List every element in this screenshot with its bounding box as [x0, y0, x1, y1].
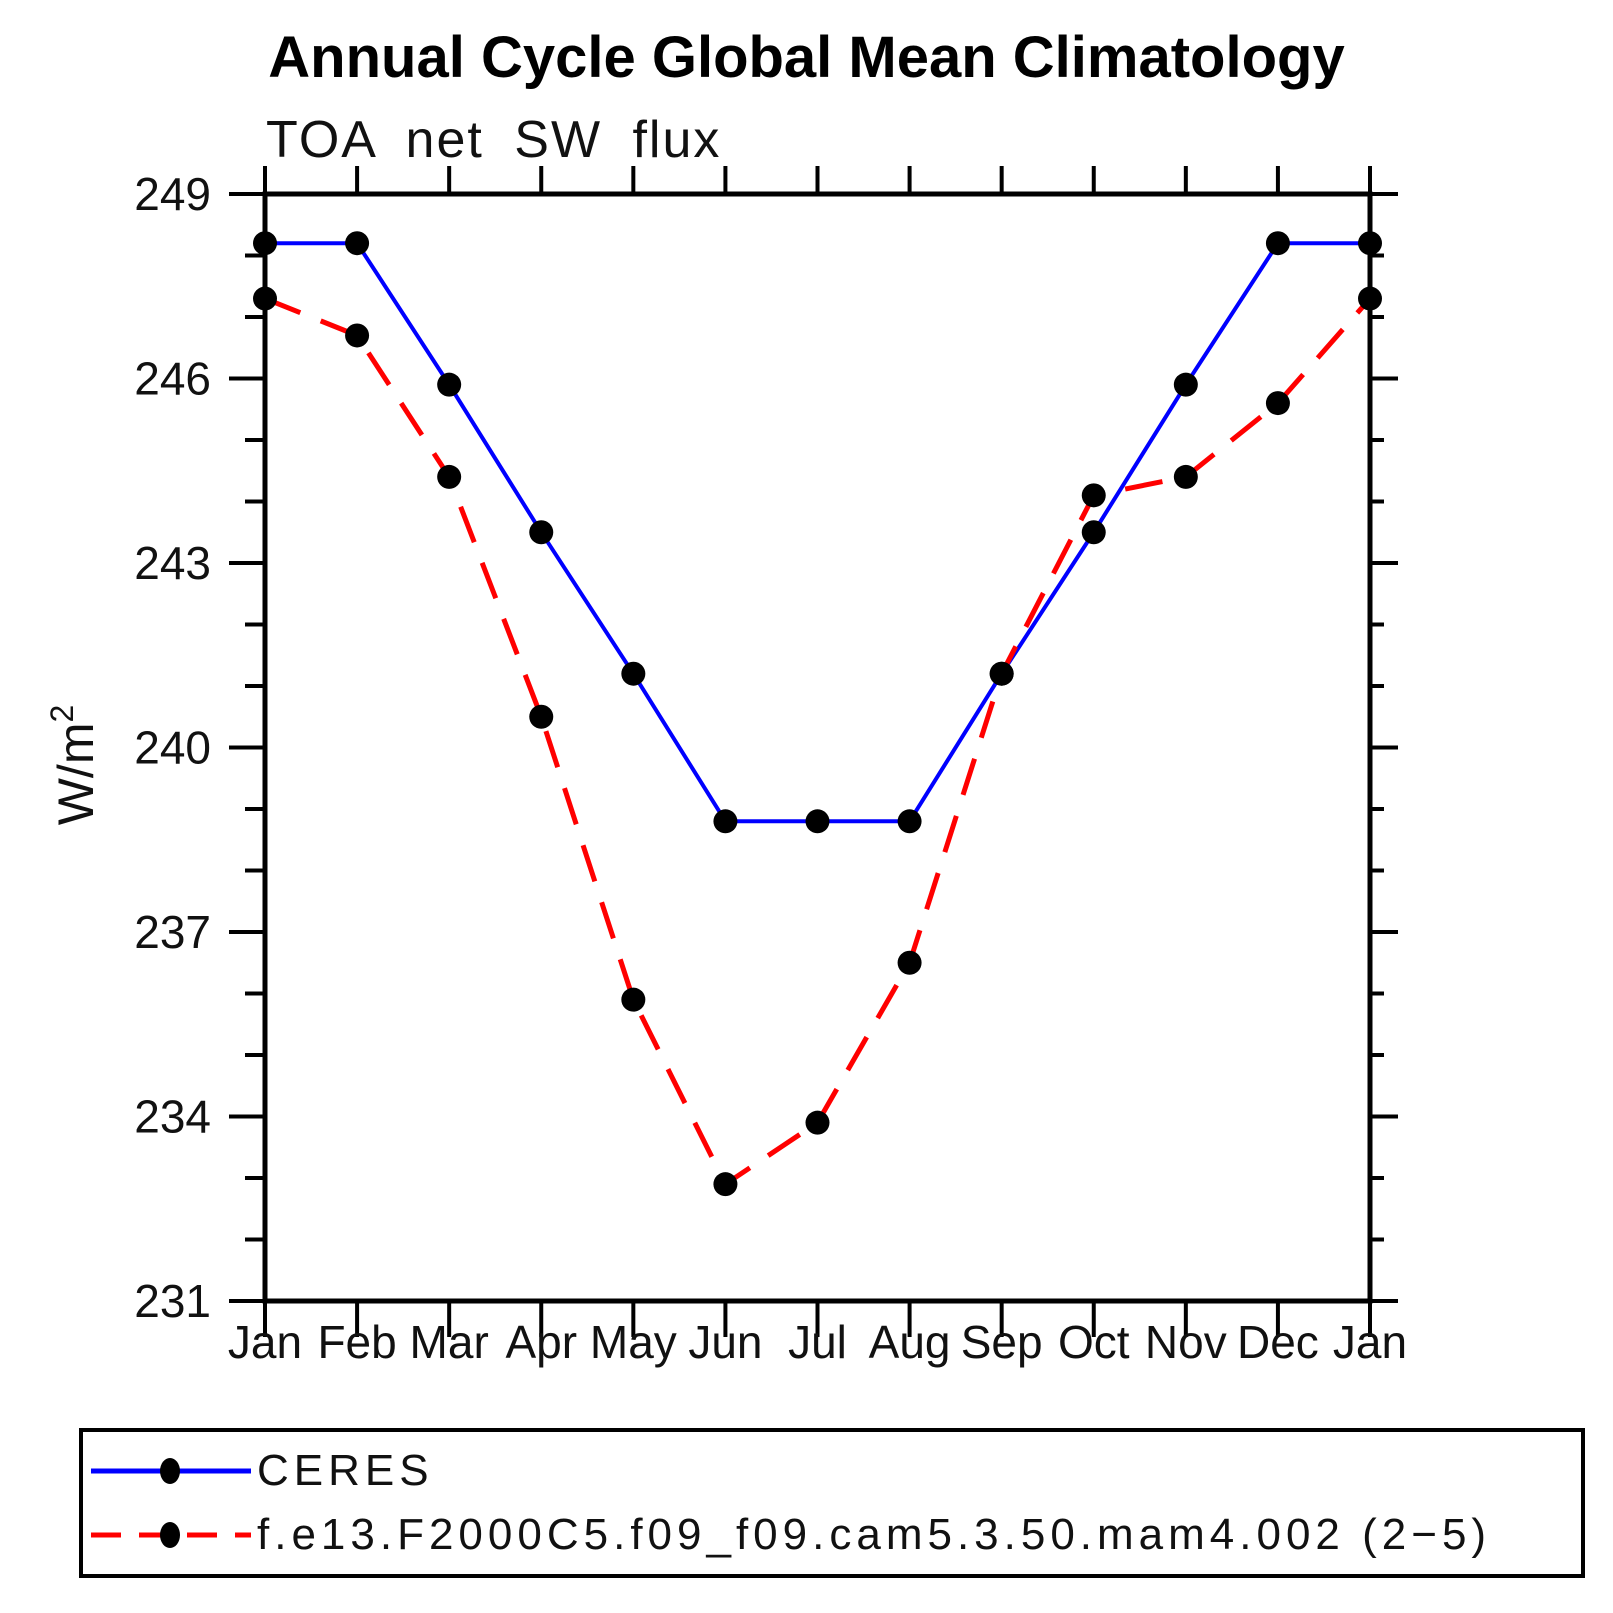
- data-point-marker: [1173, 372, 1198, 397]
- series-line-0: [265, 241, 1370, 824]
- data-point-marker: [345, 231, 370, 256]
- x-tick-label: Sep: [961, 1316, 1043, 1368]
- data-point-marker: [529, 704, 554, 729]
- x-tick-label: Mar: [410, 1316, 489, 1368]
- legend-row-ceres: CERES: [85, 1446, 1581, 1496]
- y-tick-label: 246: [134, 353, 211, 405]
- data-point-marker: [1358, 231, 1382, 256]
- data-point-marker: [437, 372, 462, 397]
- legend-swatch-model: [91, 1522, 251, 1548]
- chart-title: Annual Cycle Global Mean Climatology: [268, 25, 1345, 90]
- data-point-marker: [621, 987, 646, 1012]
- x-tick-label: Nov: [1145, 1316, 1227, 1368]
- data-point-marker: [989, 661, 1014, 686]
- legend: CERES f.e13.F2000C5.f09_f09.cam5.3.50.ma…: [79, 1428, 1585, 1578]
- x-tick-label: Jul: [788, 1316, 847, 1368]
- data-point-marker: [437, 464, 462, 489]
- data-point-marker: [345, 323, 370, 348]
- data-point-marker: [1358, 286, 1382, 311]
- data-point-marker: [897, 809, 922, 834]
- x-tick-label: Apr: [505, 1316, 577, 1368]
- x-tick-label: Jan: [1333, 1316, 1407, 1368]
- y-tick-label: 231: [134, 1275, 211, 1327]
- data-point-marker: [1265, 231, 1290, 256]
- y-tick-label: 243: [134, 537, 211, 589]
- data-point-marker: [621, 661, 646, 686]
- data-point-marker: [897, 950, 922, 975]
- x-tick-label: Oct: [1058, 1316, 1130, 1368]
- y-tick-labels: 249 246 243 240 237 234 231: [134, 168, 211, 1327]
- x-tick-label: May: [590, 1316, 677, 1368]
- axis-ticks: [229, 166, 1398, 1337]
- data-point-marker: [1265, 391, 1290, 416]
- chart-subtitle: TOA net SW flux: [266, 111, 722, 169]
- data-point-marker: [1173, 464, 1198, 489]
- data-point-marker: [1081, 520, 1106, 545]
- legend-marker-dot: [160, 1522, 180, 1548]
- data-point-marker: [253, 231, 277, 256]
- y-tick-label: 240: [134, 722, 211, 774]
- x-tick-label: Dec: [1237, 1316, 1319, 1368]
- data-point-marker: [529, 520, 554, 545]
- legend-marker-dot: [160, 1458, 180, 1484]
- data-point-marker: [713, 1172, 738, 1197]
- legend-label-ceres: CERES: [257, 1446, 434, 1495]
- data-point-marker: [1081, 483, 1106, 508]
- x-tick-label: Jun: [688, 1316, 762, 1368]
- data-point-marker: [253, 286, 277, 311]
- series-line-1: [264, 296, 1372, 1188]
- legend-row-model: f.e13.F2000C5.f09_f09.cam5.3.50.mam4.002…: [85, 1510, 1581, 1560]
- y-tick-label: 249: [134, 168, 211, 220]
- x-tick-label: Aug: [869, 1316, 951, 1368]
- legend-swatch-ceres: [91, 1458, 251, 1484]
- x-tick-label: Jan: [228, 1316, 302, 1368]
- x-tick-label: Feb: [317, 1316, 396, 1368]
- x-tick-labels: Jan Feb Mar Apr May Jun Jul Aug Sep Oct Nov Dec Jan: [228, 1316, 1407, 1368]
- y-tick-label: 234: [134, 1091, 211, 1143]
- data-point-marker: [713, 809, 738, 834]
- plot-frame: [262, 191, 1373, 1304]
- data-point-markers: [253, 231, 1382, 1197]
- legend-label-model: f.e13.F2000C5.f09_f09.cam5.3.50.mam4.002…: [257, 1510, 1492, 1559]
- data-point-marker: [805, 1110, 830, 1135]
- y-tick-label: 237: [134, 906, 211, 958]
- data-point-marker: [805, 809, 830, 834]
